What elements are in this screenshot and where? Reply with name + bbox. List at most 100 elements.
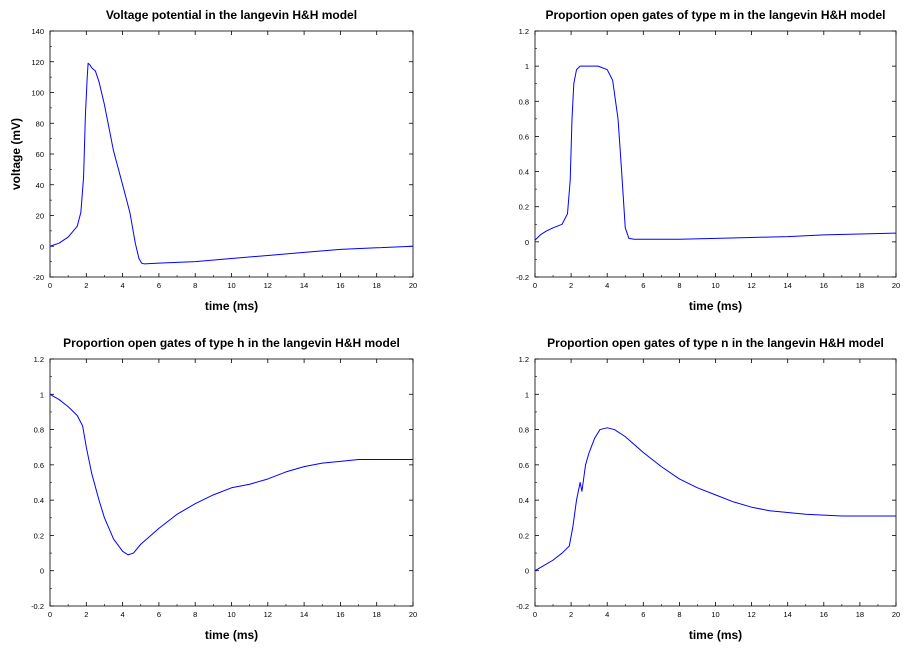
- y-tick-label: 100: [31, 89, 44, 98]
- y-tick-label: 0.6: [519, 461, 529, 470]
- x-tick-label: 18: [856, 610, 864, 619]
- y-tick-label: 0.8: [34, 426, 44, 435]
- y-tick-label: 0.4: [34, 496, 44, 505]
- x-tick-label: 10: [227, 281, 235, 290]
- y-tick-label: 0.2: [519, 531, 529, 540]
- y-tick-label: 120: [31, 58, 44, 67]
- x-tick-label: 20: [892, 281, 900, 290]
- x-tick-label: 8: [677, 281, 681, 290]
- y-tick-label: 1: [525, 62, 529, 71]
- x-tick-label: 6: [641, 281, 645, 290]
- y-tick-label: 0.6: [34, 461, 44, 470]
- y-axis-label: voltage (mV): [9, 118, 23, 190]
- x-tick-label: 16: [820, 610, 828, 619]
- y-tick-label: 0.8: [519, 426, 529, 435]
- x-tick-label: 6: [641, 610, 645, 619]
- chart-panel-4: Proportion open gates of type n in the l…: [516, 336, 900, 642]
- chart-panel-2: Proportion open gates of type m in the l…: [516, 8, 900, 313]
- plot-frame: [534, 358, 897, 607]
- y-tick-label: 140: [31, 27, 44, 36]
- x-tick-label: 8: [193, 281, 197, 290]
- chart-title: Proportion open gates of type m in the l…: [545, 8, 885, 22]
- x-tick-label: 8: [193, 610, 197, 619]
- y-tick-label: 0.2: [34, 531, 44, 540]
- x-tick-label: 18: [373, 610, 381, 619]
- x-tick-label: 20: [892, 610, 900, 619]
- x-tick-label: 2: [569, 610, 573, 619]
- x-tick-label: 14: [300, 281, 308, 290]
- series-line: [49, 393, 413, 556]
- x-tick-label: 14: [784, 281, 792, 290]
- y-tick-label: 0: [40, 242, 44, 251]
- x-axis-label: time (ms): [689, 628, 742, 642]
- x-tick-label: 16: [336, 610, 344, 619]
- x-tick-label: 4: [605, 281, 609, 290]
- x-tick-label: 0: [533, 281, 537, 290]
- x-tick-label: 16: [820, 281, 828, 290]
- x-tick-label: 14: [300, 610, 308, 619]
- y-tick-label: -0.2: [516, 273, 529, 282]
- x-tick-label: 4: [605, 610, 609, 619]
- y-tick-label: 0: [525, 238, 529, 247]
- x-tick-label: 0: [48, 610, 52, 619]
- series-line: [534, 65, 897, 241]
- y-tick-label: 80: [36, 119, 44, 128]
- y-tick-label: 60: [36, 150, 44, 159]
- y-tick-label: 20: [36, 212, 44, 221]
- y-tick-label: 0.8: [519, 97, 529, 106]
- chart-title: Voltage potential in the langevin H&H mo…: [106, 8, 357, 22]
- x-tick-label: 4: [121, 281, 125, 290]
- y-tick-label: 1.2: [519, 355, 529, 364]
- series-line: [49, 62, 414, 265]
- x-tick-label: 12: [264, 610, 272, 619]
- x-axis-label: time (ms): [689, 299, 742, 313]
- y-tick-label: -20: [33, 273, 44, 282]
- chart-panel-1: Voltage potential in the langevin H&H mo…: [9, 8, 417, 313]
- y-tick-label: 1: [40, 390, 44, 399]
- plot-frame: [49, 358, 414, 607]
- x-tick-label: 18: [373, 281, 381, 290]
- y-tick-label: 0.6: [519, 132, 529, 141]
- x-tick-label: 2: [84, 610, 88, 619]
- x-axis-label: time (ms): [205, 299, 258, 313]
- x-tick-label: 12: [747, 610, 755, 619]
- x-tick-label: 6: [157, 281, 161, 290]
- x-tick-label: 6: [157, 610, 161, 619]
- x-tick-label: 10: [711, 610, 719, 619]
- x-tick-label: 2: [569, 281, 573, 290]
- x-tick-label: 20: [409, 281, 417, 290]
- x-tick-label: 4: [121, 610, 125, 619]
- x-tick-label: 12: [747, 281, 755, 290]
- plot-frame: [49, 30, 414, 278]
- y-tick-label: 0.4: [519, 496, 529, 505]
- y-tick-label: 0: [40, 567, 44, 576]
- y-tick-label: 40: [36, 181, 44, 190]
- x-tick-label: 2: [84, 281, 88, 290]
- x-axis-label: time (ms): [205, 628, 258, 642]
- x-tick-label: 10: [227, 610, 235, 619]
- chart-title: Proportion open gates of type h in the l…: [63, 336, 400, 350]
- y-tick-label: 0.2: [519, 203, 529, 212]
- x-tick-label: 0: [48, 281, 52, 290]
- x-tick-label: 18: [856, 281, 864, 290]
- y-tick-label: -0.2: [516, 602, 529, 611]
- y-tick-label: 0: [525, 567, 529, 576]
- x-tick-label: 8: [677, 610, 681, 619]
- x-tick-label: 20: [409, 610, 417, 619]
- y-tick-label: 1.2: [34, 355, 44, 364]
- x-tick-label: 0: [533, 610, 537, 619]
- y-tick-label: 1: [525, 390, 529, 399]
- y-tick-label: -0.2: [31, 602, 44, 611]
- chart-panel-3: Proportion open gates of type h in the l…: [31, 336, 417, 642]
- x-tick-label: 14: [784, 610, 792, 619]
- y-tick-label: 0.4: [519, 168, 529, 177]
- series-line: [534, 427, 896, 572]
- y-tick-label: 1.2: [519, 27, 529, 36]
- x-tick-label: 10: [711, 281, 719, 290]
- x-tick-label: 16: [336, 281, 344, 290]
- x-tick-label: 12: [264, 281, 272, 290]
- plot-frame: [534, 30, 897, 278]
- chart-title: Proportion open gates of type n in the l…: [547, 336, 884, 350]
